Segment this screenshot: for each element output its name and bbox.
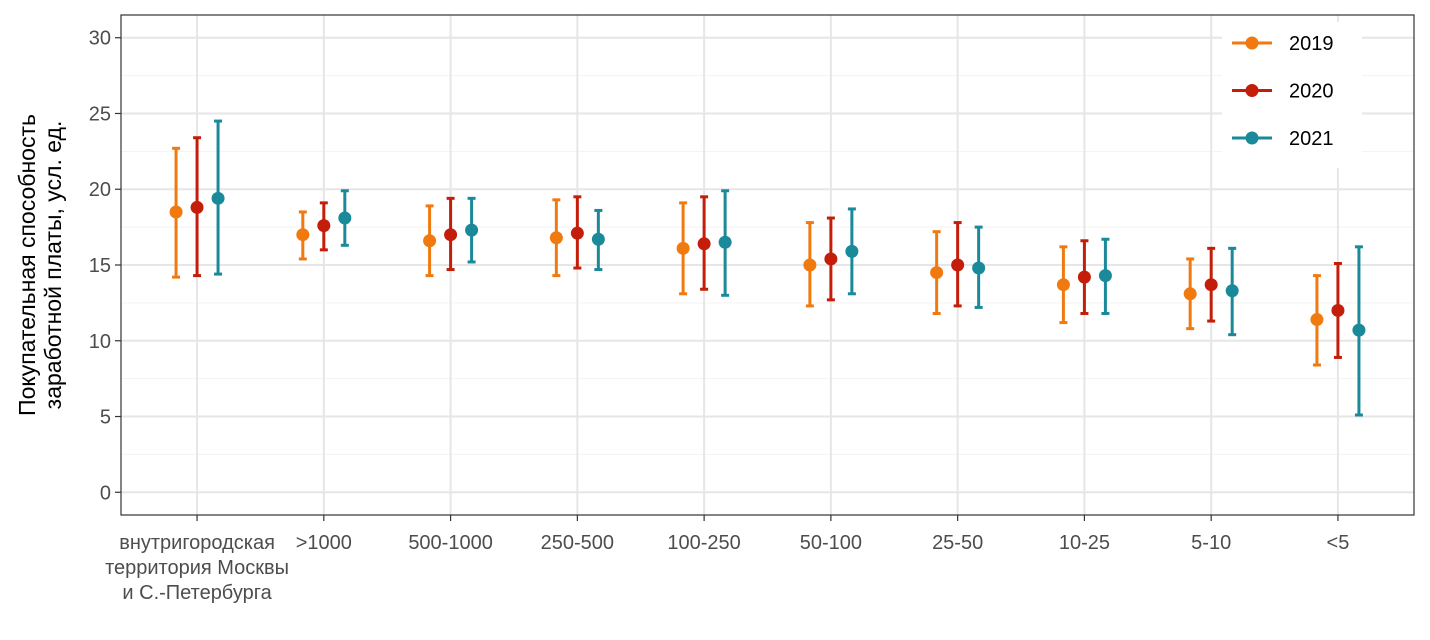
x-axis: внутригородская территория Москвы и С.-Пет…: [105, 515, 1349, 604]
data-point: [591, 232, 605, 246]
data-point: [317, 219, 331, 233]
x-tick-label-line: территория Москвы: [105, 557, 289, 579]
y-tick-label: 20: [89, 179, 111, 201]
x-tick-label: 250-500: [541, 532, 614, 554]
legend-label: 2020: [1289, 81, 1334, 103]
data-point: [972, 261, 986, 275]
x-tick-label-line: 250-500: [541, 532, 614, 554]
data-point: [824, 252, 838, 266]
x-tick-label: 25-50: [932, 532, 983, 554]
x-tick-label-line: 5-10: [1191, 532, 1231, 554]
x-tick-label-line: <5: [1327, 532, 1350, 554]
x-tick-label-line: 50-100: [800, 532, 862, 554]
data-point: [1225, 284, 1239, 298]
y-axis: 0 5 10 15 20 25 30: [89, 28, 121, 504]
data-point: [951, 258, 965, 272]
y-tick-label: 0: [100, 482, 111, 504]
x-tick-label-line: и С.-Петербурга: [122, 582, 272, 604]
x-tick-label: 100-250: [667, 532, 740, 554]
legend-label: 2019: [1289, 33, 1334, 55]
legend: 2019 2020 2021: [1222, 22, 1362, 168]
data-point: [1056, 278, 1070, 292]
data-point: [1204, 278, 1218, 292]
y-tick-label: 10: [89, 331, 111, 353]
data-marks: [169, 119, 1366, 417]
x-tick-label: >1000: [296, 532, 352, 554]
x-tick-label: 5-10: [1191, 532, 1231, 554]
data-point: [338, 211, 352, 225]
data-point: [1352, 323, 1366, 337]
y-tick-label: 15: [89, 255, 111, 277]
panel-border: [120, 14, 1415, 516]
data-point: [465, 223, 479, 237]
legend-background: [1222, 22, 1362, 168]
legend-key-point: [1245, 131, 1259, 145]
y-tick-label: 25: [89, 103, 111, 125]
data-point: [697, 237, 711, 251]
data-point: [676, 241, 690, 255]
data-point: [549, 231, 563, 245]
data-point: [930, 266, 944, 280]
x-tick-label-line: 10-25: [1059, 532, 1110, 554]
y-tick-label: 30: [89, 28, 111, 50]
data-point: [845, 244, 859, 258]
x-tick-label: <5: [1327, 532, 1350, 554]
x-tick-label: 10-25: [1059, 532, 1110, 554]
data-point: [1077, 270, 1091, 284]
x-tick-label-line: >1000: [296, 532, 352, 554]
data-point: [1310, 313, 1324, 327]
x-tick-label: 500-1000: [408, 532, 493, 554]
data-point: [1183, 287, 1197, 301]
x-tick-label-line: 25-50: [932, 532, 983, 554]
data-point: [718, 235, 732, 249]
x-tick-label-line: 500-1000: [408, 532, 493, 554]
data-point: [211, 191, 225, 205]
data-point: [1331, 303, 1345, 317]
legend-key-point: [1245, 84, 1259, 97]
data-point: [570, 226, 584, 240]
legend-label: 2021: [1289, 128, 1334, 150]
data-point: [803, 258, 817, 272]
x-tick-label-line: внутригородская: [119, 532, 275, 554]
x-tick-label: 50-100: [800, 532, 862, 554]
x-tick-label-line: 100-250: [667, 532, 740, 554]
grid-layer: [121, 15, 1414, 515]
y-tick-label: 5: [100, 407, 111, 429]
data-point: [1098, 269, 1112, 283]
y-axis-label-line-1: Покупательная способность: [14, 114, 40, 416]
data-point: [169, 205, 183, 219]
data-point: [296, 228, 310, 242]
x-tick-label: внутригородская территория Москвы и С.-Пет…: [105, 532, 289, 604]
data-point: [190, 200, 204, 214]
data-point: [444, 228, 458, 242]
legend-key-point: [1245, 36, 1259, 50]
y-axis-label-line-2: заработной платы, усл. ед.: [40, 121, 66, 410]
data-point: [423, 234, 437, 248]
